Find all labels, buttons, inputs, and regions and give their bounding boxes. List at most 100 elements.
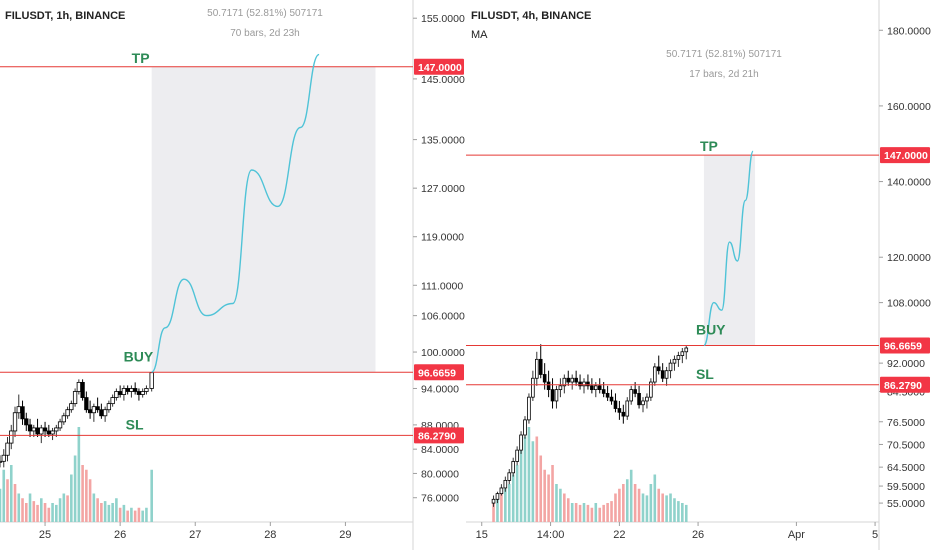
volume-bar: [661, 493, 664, 522]
y-tick-label: 127.0000: [421, 183, 465, 195]
target-zone-box: [151, 66, 376, 373]
y-tick-label: 140.0000: [887, 177, 931, 189]
candle-body: [27, 424, 33, 432]
candle-body: [523, 419, 527, 436]
y-tick-label: 111.0000: [421, 280, 463, 292]
y-tick-label: 160.0000: [887, 101, 931, 113]
volume-bar: [543, 469, 546, 522]
x-tick-label: 28: [264, 529, 276, 541]
candle-body: [511, 461, 515, 474]
volume-bar: [653, 474, 657, 522]
candle-body: [84, 397, 89, 411]
candle-body: [684, 347, 689, 353]
candle-body: [69, 403, 74, 411]
target-price-tag-text: 147.0000: [418, 62, 462, 74]
candle-body: [491, 498, 496, 504]
y-tick-label: 106.0000: [421, 311, 465, 323]
volume-bar: [2, 469, 6, 522]
y-tick-label: 145.0000: [421, 74, 465, 86]
x-tick-label: 25: [39, 529, 51, 541]
volume-bar: [28, 493, 32, 522]
y-tick-label: 76.0000: [421, 493, 459, 505]
x-tick-label: 22: [613, 529, 625, 541]
indicator-label: MA: [471, 29, 488, 41]
volume-bar: [625, 479, 629, 522]
candle-body: [149, 372, 154, 389]
volume-bar: [645, 495, 649, 522]
volume-bar: [21, 498, 24, 522]
candle-body: [499, 487, 504, 495]
volume-bar: [141, 510, 144, 522]
volume-bar: [669, 493, 672, 522]
sl-label: SL: [126, 416, 144, 432]
candle-body: [527, 396, 531, 421]
candle-body: [503, 479, 508, 489]
candle-body: [495, 493, 500, 500]
candle-body: [558, 385, 563, 391]
entry-price-tag: [880, 337, 930, 354]
candle-body: [0, 460, 3, 463]
volume-bar: [614, 493, 617, 522]
y-tick-label: 80.0000: [421, 468, 459, 480]
candle-body: [645, 396, 649, 402]
y-tick-label: 100.0000: [421, 347, 465, 359]
y-tick-label: 84.0000: [421, 444, 459, 456]
volume-bar: [118, 507, 122, 522]
candle-body: [601, 389, 606, 394]
symbol-title: FILUSDT, 4h, BINANCE: [471, 10, 591, 22]
candle-body: [35, 427, 40, 435]
x-tick-label: Apr: [788, 529, 805, 541]
candle-body: [676, 355, 681, 360]
candle-body: [515, 449, 519, 462]
candle-body: [633, 389, 637, 394]
candle-body: [76, 381, 81, 392]
volume-bar: [618, 488, 621, 522]
candle-body: [507, 472, 512, 481]
chart-panel-1h[interactable]: TP BUY SL 50.7171 (52.81%) 507171 70 bars, 2…: [0, 0, 466, 550]
stop-price-tag-text: 86.2790: [884, 380, 922, 392]
candle-body: [42, 427, 48, 432]
candle-body: [649, 381, 653, 398]
volume-bar: [126, 510, 129, 522]
candle-body: [110, 397, 115, 405]
y-tick-label: 94.0000: [421, 383, 459, 395]
volume-bar: [85, 469, 88, 522]
volume-bar: [629, 469, 633, 522]
candle-body: [80, 381, 85, 398]
volume-bar: [122, 504, 126, 522]
volume-bar: [582, 503, 586, 522]
buy-label: BUY: [124, 348, 154, 364]
candle-body: [656, 366, 661, 372]
candle-body: [672, 358, 677, 364]
candle-body: [99, 409, 104, 417]
candle-body: [125, 388, 130, 392]
volume-bar: [24, 503, 28, 522]
candle-body: [652, 366, 657, 383]
volume-bar: [574, 503, 578, 522]
volume-bar: [145, 507, 148, 522]
volume-bar: [137, 507, 141, 522]
candle-body: [46, 430, 51, 435]
candle-body: [570, 377, 575, 383]
stop-price-tag: [414, 427, 464, 444]
volume-bar: [6, 479, 9, 522]
volume-bar: [555, 484, 558, 522]
y-tick-label: 92.0000: [887, 358, 925, 370]
candle-body: [129, 388, 134, 392]
volume-bar: [81, 465, 84, 522]
volume-bar: [88, 479, 92, 522]
measure-change-text: 50.7171 (52.81%) 507171: [207, 8, 323, 19]
target-price-tag: [880, 147, 930, 164]
volume-bar: [535, 436, 539, 522]
volume-bar: [523, 436, 527, 522]
chart-panel-4h[interactable]: TP BUY SL 50.7171 (52.81%) 507171 17 bars, 2…: [466, 0, 932, 550]
candle-body: [538, 358, 543, 375]
volume-bar: [66, 495, 69, 522]
candle-body: [114, 391, 119, 398]
y-tick-label: 59.5000: [887, 481, 925, 493]
candle-body: [680, 351, 685, 356]
candle-body: [65, 409, 70, 417]
target-zone-box: [703, 155, 756, 346]
volume-bar: [594, 503, 598, 522]
